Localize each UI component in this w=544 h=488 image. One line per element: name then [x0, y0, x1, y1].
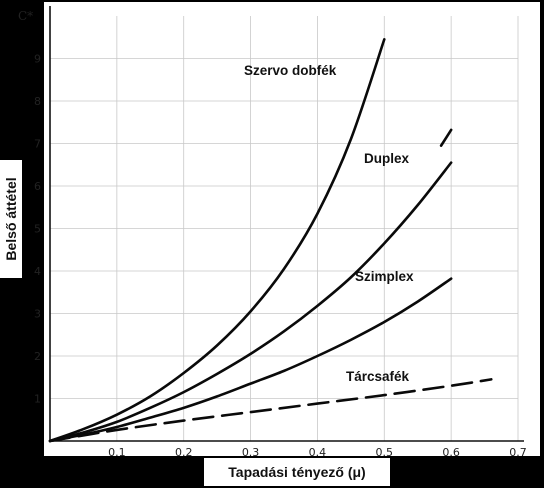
x-tick-label: 0.5 [376, 446, 394, 459]
y-axis-title-box [0, 160, 22, 278]
series-line-2 [439, 128, 453, 147]
y-axis-title: Belső áttétel [3, 177, 19, 260]
y-tick-label: 9 [34, 53, 41, 66]
y-tick-label: 7 [34, 138, 41, 151]
tick-labels: 0.1 0.2 0.3 0.4 0.5 0.6 0.7 1 2 3 4 5 6 7 8 9 [34, 53, 527, 460]
x-tick-label: 0.1 [108, 446, 126, 459]
y-tick-label: 5 [34, 223, 41, 236]
axes [49, 6, 524, 442]
series-label: Duplex [364, 151, 410, 166]
series-label: Szervo dobfék [244, 63, 337, 78]
y-axis-corner-label: C* [18, 9, 33, 23]
y-tick-label: 8 [34, 95, 41, 108]
y-tick-label: 1 [34, 393, 41, 406]
x-axis-title: Tapadási tényező (μ) [228, 464, 365, 480]
y-tick-label: 2 [34, 350, 41, 363]
y-tick-label: 4 [34, 265, 41, 278]
x-tick-label: 0.2 [175, 446, 193, 459]
series-line-4 [48, 378, 493, 443]
x-tick-label: 0.6 [442, 446, 460, 459]
series-label: Szimplex [355, 269, 414, 284]
x-tick-label: 0.3 [242, 446, 260, 459]
x-axis-title-box [204, 458, 390, 486]
series-line-3 [48, 277, 453, 443]
y-tick-label: 6 [34, 180, 41, 193]
plot-paper [44, 2, 540, 456]
x-tick-label: 0.7 [509, 446, 527, 459]
y-tick-label: 3 [34, 308, 41, 321]
series-label: Tárcsafék [346, 369, 410, 384]
series-lines [48, 38, 493, 443]
series-line-1 [48, 161, 453, 443]
series-line-0 [48, 38, 386, 443]
curve-labels: Szervo dobfék Duplex Szimplex Tárcsafék [244, 63, 414, 384]
x-tick-label: 0.4 [309, 446, 327, 459]
